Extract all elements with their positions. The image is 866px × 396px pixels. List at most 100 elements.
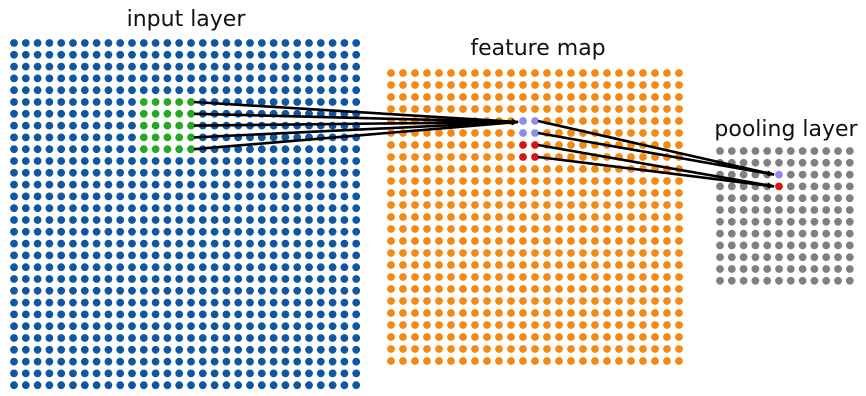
pooling-neuron (739, 170, 748, 179)
feature-neuron (603, 285, 611, 293)
feature-neuron (555, 261, 563, 269)
input-neuron (116, 345, 125, 354)
input-neuron (57, 145, 66, 154)
feature-neuron (507, 105, 515, 113)
input-neuron (257, 263, 266, 272)
feature-neuron (411, 345, 419, 353)
feature-neuron (387, 69, 395, 77)
input-neuron (175, 74, 184, 83)
pooling-neuron (810, 229, 819, 238)
input-neuron (293, 145, 302, 154)
input-neuron (116, 204, 125, 213)
input-neuron (352, 322, 361, 331)
feature-neuron (423, 201, 431, 209)
feature-neuron (507, 129, 515, 137)
input-neuron (340, 334, 349, 342)
feature-neuron (435, 201, 443, 209)
pooling-neuron (822, 217, 831, 226)
feature-neuron (627, 177, 635, 185)
feature-neuron (663, 201, 671, 209)
feature-neuron (579, 93, 587, 101)
feature-neuron (567, 345, 575, 353)
input-neuron (33, 251, 42, 260)
input-neuron (305, 62, 313, 71)
input-neuron (210, 216, 219, 224)
feature-neuron (483, 129, 491, 137)
feature-neuron (459, 105, 467, 113)
input-neuron (45, 275, 54, 283)
input-neuron (69, 121, 77, 130)
input-neuron (104, 133, 113, 142)
input-neuron (128, 263, 136, 272)
feature-neuron (555, 69, 563, 77)
input-neuron (92, 133, 101, 142)
input-neuron (210, 168, 219, 177)
input-neuron (198, 251, 207, 260)
input-neuron (128, 74, 136, 83)
input-neuron (222, 298, 231, 307)
feature-neuron (411, 321, 419, 329)
input-neuron (210, 74, 219, 83)
input-neuron (151, 239, 160, 248)
feature-neuron (615, 177, 623, 185)
feature-neuron (615, 237, 623, 245)
input-neuron (269, 263, 278, 272)
feature-neuron (567, 309, 575, 317)
feature-neuron (663, 189, 671, 197)
pooling-arrow (537, 119, 775, 176)
feature-neuron (447, 165, 455, 173)
input-neuron (340, 168, 349, 177)
pooling-neuron (798, 241, 807, 250)
feature-neuron (483, 357, 491, 365)
input-neuron (104, 74, 113, 83)
input-neuron (305, 263, 313, 272)
input-neuron (222, 286, 231, 295)
input-neuron (21, 334, 30, 342)
input-neuron (139, 263, 148, 272)
feature-neuron (531, 201, 539, 209)
feature-neuron (555, 165, 563, 173)
feature-neuron (543, 81, 551, 89)
feature-neuron (651, 237, 659, 245)
input-neuron (316, 98, 325, 106)
feature-neuron (615, 333, 623, 341)
input-neuron (352, 334, 361, 342)
pooling-neuron (786, 206, 795, 214)
feature-neuron (471, 177, 479, 185)
feature-neuron (543, 333, 551, 341)
input-neuron (340, 180, 349, 189)
input-neuron (33, 381, 42, 390)
input-neuron (281, 39, 290, 47)
input-neuron (45, 227, 54, 236)
input-neuron (187, 50, 195, 59)
input-neuron (57, 204, 66, 213)
pooling-neuron (716, 253, 724, 262)
feature-neuron (675, 177, 683, 185)
input-neuron (21, 86, 30, 95)
input-neuron (116, 98, 125, 106)
feature-neuron (615, 321, 623, 329)
input-neuron (210, 310, 219, 319)
feature-neuron (627, 93, 635, 101)
input-neuron (293, 298, 302, 307)
input-layer-label: input layer (127, 7, 247, 32)
pooling-neuron (822, 276, 831, 285)
input-neuron (198, 204, 207, 213)
input-neuron (328, 74, 337, 83)
pooling-neuron (798, 194, 807, 203)
input-neuron (198, 50, 207, 59)
pooling-neuron (834, 182, 842, 191)
feature-neuron (675, 261, 683, 269)
feature-neuron (411, 201, 419, 209)
feature-neuron (411, 333, 419, 341)
feature-neuron (399, 297, 407, 305)
input-neuron (69, 74, 77, 83)
input-neuron (269, 180, 278, 189)
feature-neuron (579, 261, 587, 269)
pooling-neuron (798, 170, 807, 179)
feature-neuron (507, 213, 515, 221)
input-neuron (10, 86, 18, 95)
feature-neuron (495, 273, 503, 281)
feature-neuron (579, 225, 587, 233)
input-neuron (151, 310, 160, 319)
